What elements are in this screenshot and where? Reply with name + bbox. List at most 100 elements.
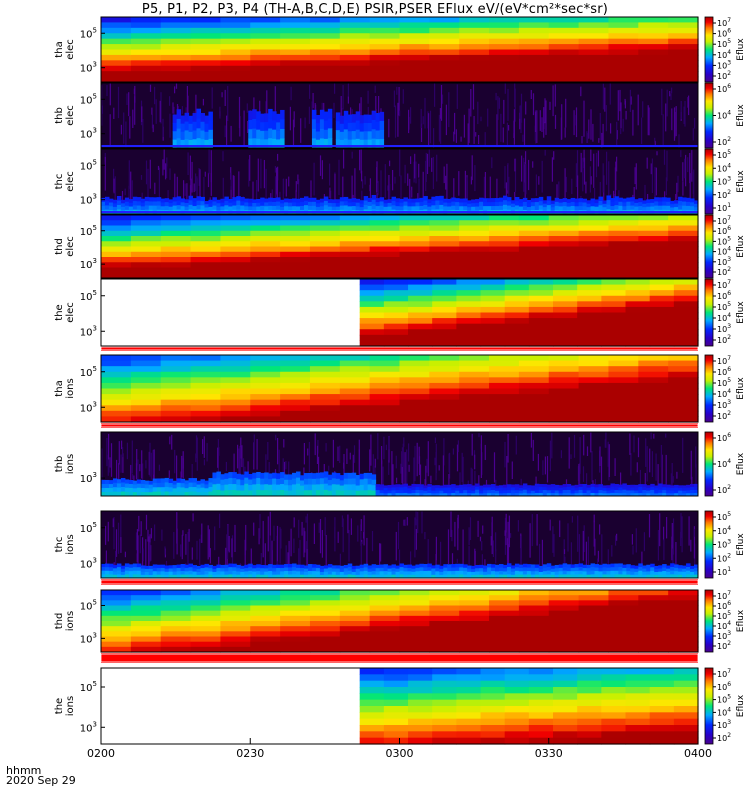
heatmap-cell (459, 60, 490, 67)
heatmap-cell (220, 405, 251, 412)
noise-streak (611, 545, 613, 557)
heatmap-cell (456, 674, 482, 682)
band-cell (427, 570, 432, 575)
noise-streak (541, 160, 543, 193)
band-cell (558, 571, 564, 576)
band-cell (347, 570, 353, 575)
band-cell (650, 486, 655, 491)
band-cell (411, 565, 416, 570)
heatmap-cell (429, 366, 460, 373)
heatmap-cell (548, 38, 580, 45)
band-cell (351, 198, 357, 203)
band-cell (403, 486, 408, 491)
band-cell (300, 571, 305, 576)
heatmap-cell (160, 394, 192, 401)
band-cell (411, 492, 416, 497)
heatmap-cell (383, 318, 409, 325)
band-cell (646, 485, 651, 489)
heatmap-cell (190, 65, 221, 72)
band-cell (363, 200, 369, 206)
band-cell (292, 563, 297, 568)
heatmap-cell (489, 54, 520, 61)
noise-streak (670, 473, 672, 490)
band-cell (101, 483, 106, 489)
band-cell (180, 123, 186, 133)
band-cell (550, 484, 556, 488)
band-cell (176, 109, 182, 120)
band-cell (252, 568, 257, 573)
band-cell (268, 567, 273, 572)
heatmap-cell (399, 626, 430, 632)
heatmap-cell (668, 605, 699, 612)
noise-streak (173, 532, 175, 559)
heatmap-cell (638, 405, 669, 412)
noise-streak (173, 106, 175, 118)
panel-ylabel: elec (65, 302, 76, 323)
heatmap-cell (101, 65, 132, 72)
time-axis-label: hhmm (6, 764, 42, 777)
band-cell (351, 122, 357, 132)
heatmap-cell (160, 22, 192, 29)
heatmap-cell (489, 410, 520, 418)
band-cell (272, 490, 277, 497)
noise-streak (342, 176, 344, 208)
band-cell (522, 492, 528, 497)
colorbar-tick-label: 105 (717, 377, 731, 388)
noise-streak (422, 116, 424, 125)
heatmap-cell (190, 641, 221, 648)
band-cell (566, 564, 572, 569)
noise-streak (306, 541, 308, 572)
band-cell (626, 201, 631, 207)
heatmap-cell (608, 215, 639, 221)
band-cell (447, 493, 452, 497)
heatmap-cell (220, 600, 251, 607)
noise-streak (274, 86, 276, 112)
noise-streak (129, 116, 131, 139)
heatmap-cell (459, 590, 490, 596)
band-cell (168, 483, 174, 488)
band-cell (471, 574, 476, 579)
band-cell (435, 567, 440, 572)
band-cell (435, 490, 440, 494)
noise-streak (340, 96, 342, 125)
band-cell (276, 574, 281, 579)
heatmap-cell (432, 279, 457, 286)
heatmap-cell (160, 230, 192, 237)
band-cell (260, 205, 265, 211)
band-cell (598, 574, 603, 579)
band-cell (502, 484, 508, 489)
noise-streak (462, 456, 464, 491)
heatmap-cell (578, 610, 610, 617)
heatmap-cell (190, 595, 221, 601)
heatmap-cell (638, 54, 669, 61)
heatmap-cell (480, 699, 506, 707)
colorbar-tick-label: 102 (717, 334, 731, 345)
band-cell (375, 484, 381, 488)
band-cell (224, 196, 229, 202)
panel-ylabel: tha (54, 380, 65, 396)
noise-streak (120, 454, 122, 473)
band-cell (522, 486, 528, 491)
heatmap-cell (130, 241, 162, 248)
heatmap-cell (280, 371, 311, 378)
heatmap-cell (160, 600, 192, 607)
spectrogram-panel (101, 432, 699, 497)
heatmap-cell (668, 267, 699, 274)
noise-streak (673, 107, 676, 141)
heatmap-cell (504, 668, 530, 675)
noise-streak (265, 168, 267, 201)
band-cell (204, 484, 209, 489)
band-cell (642, 568, 647, 573)
noise-streak (333, 102, 335, 119)
band-cell (546, 484, 552, 488)
band-cell (459, 484, 464, 489)
heatmap-cell (528, 706, 554, 713)
band-cell (506, 205, 512, 211)
band-cell (395, 487, 400, 491)
colorbar (704, 148, 714, 215)
heatmap-cell (638, 382, 669, 390)
heatmap-cell (459, 44, 490, 51)
band-cell (534, 486, 540, 491)
heatmap-cell (130, 355, 162, 362)
band-cell (319, 478, 325, 485)
